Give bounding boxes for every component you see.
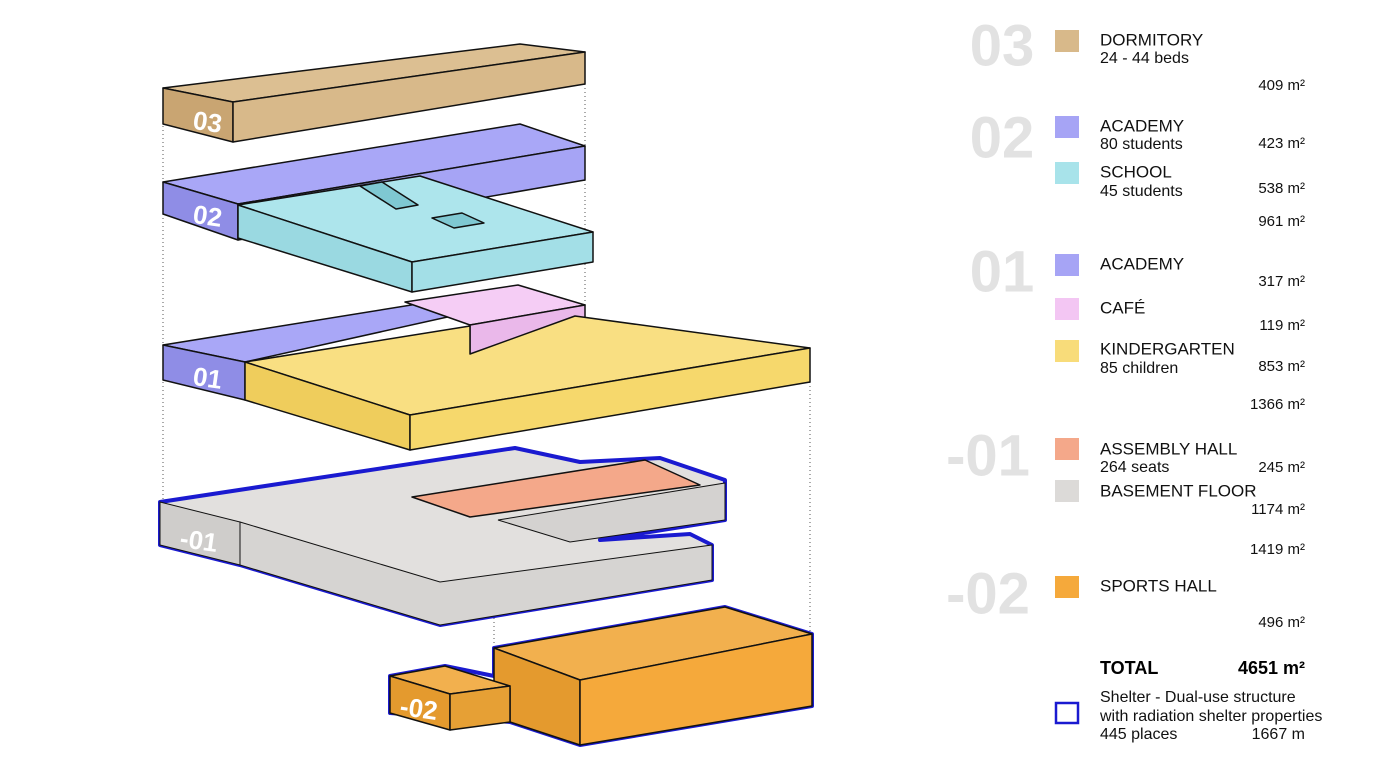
swatch <box>1055 116 1079 138</box>
total-value: 4651 m² <box>1238 658 1305 678</box>
void <box>359 181 419 210</box>
block-label: 03 <box>191 105 224 139</box>
block-front <box>449 685 511 731</box>
item-name: SPORTS HALL <box>1100 576 1217 595</box>
level-total: 409 m² <box>1258 77 1305 94</box>
level-total: 496 m² <box>1258 614 1305 631</box>
block-front <box>232 51 586 143</box>
shelter-swatch <box>1054 701 1080 725</box>
swatch <box>1055 438 1079 460</box>
shelter-capacity: 1667 m <box>1252 726 1305 743</box>
level-label: 01 <box>970 239 1035 304</box>
level-label: 02 <box>970 105 1035 170</box>
item-detail: 45 students <box>1100 183 1183 200</box>
item-area: 853 m² <box>1258 358 1305 375</box>
block-front <box>409 347 811 451</box>
legend: 03 DORMITORY 24 - 44 beds 409 m² 02 ACAD… <box>946 13 1322 743</box>
axonometric-diagram: 03 02 01 -01 -02 <box>158 43 814 747</box>
item-detail: 80 students <box>1100 136 1183 153</box>
void <box>431 212 485 229</box>
item-detail: 85 children <box>1100 360 1178 377</box>
item-name: ASSEMBLY HALL <box>1100 439 1237 458</box>
item-detail: 24 - 44 beds <box>1100 50 1189 67</box>
swatch <box>1055 480 1079 502</box>
level-label: -01 <box>946 423 1030 488</box>
block-label: 01 <box>191 361 224 395</box>
item-detail: 264 seats <box>1100 459 1169 476</box>
item-name: DORMITORY <box>1100 30 1203 49</box>
item-name: SCHOOL <box>1100 162 1172 181</box>
item-name: KINDERGARTEN <box>1100 339 1235 358</box>
item-area: 245 m² <box>1258 459 1305 476</box>
item-area: 119 m² <box>1259 317 1305 334</box>
block-front <box>239 521 713 626</box>
swatch <box>1055 254 1079 276</box>
item-area: 1174 m² <box>1251 501 1305 518</box>
level-total: 1366 m² <box>1250 396 1305 413</box>
item-name: ACADEMY <box>1100 254 1184 273</box>
block-top <box>411 459 701 518</box>
item-area: 317 m² <box>1258 273 1305 290</box>
level-label: 03 <box>970 13 1035 78</box>
total-label: TOTAL <box>1100 658 1158 678</box>
swatch <box>1055 576 1079 598</box>
block-front <box>411 231 594 293</box>
item-area: 423 m² <box>1258 135 1305 152</box>
block-front <box>497 482 726 543</box>
item-area: 538 m² <box>1258 180 1305 197</box>
level-total: 1419 m² <box>1250 541 1305 558</box>
level-label: -02 <box>946 561 1030 626</box>
level-total: 961 m² <box>1258 213 1305 230</box>
item-name: ACADEMY <box>1100 116 1184 135</box>
shelter-text: 445 places <box>1100 726 1177 743</box>
block-label: -02 <box>398 691 439 726</box>
block-label: -01 <box>178 523 219 558</box>
swatch <box>1055 30 1079 52</box>
shelter-text: Shelter - Dual-use structure <box>1100 689 1296 706</box>
item-name: BASEMENT FLOOR <box>1100 481 1257 500</box>
swatch <box>1055 162 1079 184</box>
item-name: CAFÉ <box>1100 298 1145 317</box>
swatch <box>1055 298 1079 320</box>
shelter-text: with radiation shelter properties <box>1099 708 1322 725</box>
swatch <box>1055 340 1079 362</box>
block-front <box>579 633 813 746</box>
block-label: 02 <box>191 199 224 233</box>
